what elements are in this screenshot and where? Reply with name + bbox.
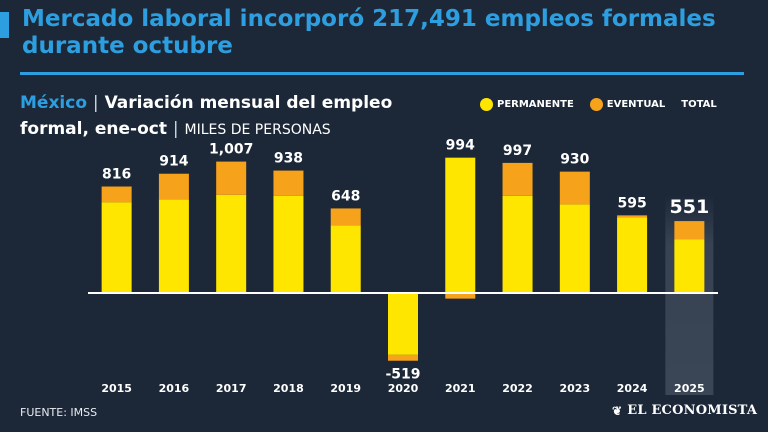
bar-permanent-2015 — [101, 202, 132, 293]
bar-permanent-2022 — [502, 195, 533, 293]
total-label-2018: 938 — [274, 151, 303, 167]
total-label-2024: 595 — [617, 195, 646, 211]
x-tick-label-2025: 2025 — [674, 382, 705, 395]
legend-item-permanent: PERMANENTE — [480, 98, 574, 111]
subtitle-title: Variación mensual del empleo formal, ene… — [20, 93, 393, 139]
bar-eventual-2021 — [445, 293, 476, 299]
chart-subtitle: México | Variación mensual del empleo fo… — [20, 90, 460, 143]
total-label-2015: 816 — [102, 167, 131, 183]
bar-permanent-2017 — [216, 194, 247, 293]
total-label-2017: 1,007 — [209, 142, 253, 158]
bar-permanent-2020 — [388, 293, 418, 355]
title-rule — [20, 72, 744, 75]
headline: Mercado laboral incorporó 217,491 empleo… — [22, 6, 716, 59]
leaf-icon: ❦ — [612, 403, 623, 418]
bar-eventual-2024 — [617, 215, 648, 218]
bar-permanent-2019 — [330, 225, 361, 293]
x-tick-label-2020: 2020 — [388, 382, 419, 395]
bar-eventual-2015 — [101, 186, 132, 203]
total-label-2025: 551 — [670, 196, 710, 218]
x-tick-label-2024: 2024 — [617, 382, 648, 395]
bar-permanent-2018 — [273, 195, 304, 293]
bar-eventual-2023 — [559, 171, 590, 205]
x-tick-label-2019: 2019 — [330, 382, 361, 395]
bar-permanent-2016 — [158, 199, 189, 293]
x-tick-label-2023: 2023 — [560, 382, 591, 395]
legend-dot-eventual-icon — [589, 98, 603, 111]
x-tick-label-2015: 2015 — [101, 382, 132, 395]
x-tick-label-2016: 2016 — [159, 382, 190, 395]
bar-eventual-2019 — [330, 208, 361, 226]
x-tick-label-2018: 2018 — [273, 382, 304, 395]
subtitle-separator: | — [92, 93, 99, 113]
legend-label-eventual: EVENTUAL — [606, 99, 666, 110]
total-label-2020: -519 — [385, 367, 420, 383]
total-label-2022: 997 — [503, 143, 532, 159]
total-label-2016: 914 — [159, 154, 188, 170]
x-tick-label-2021: 2021 — [445, 382, 476, 395]
legend-label-total: TOTAL — [681, 99, 717, 110]
bar-eventual-2016 — [158, 173, 189, 200]
bar-permanent-2024 — [617, 217, 648, 293]
bar-permanent-2023 — [559, 204, 590, 293]
chart-legend: PERMANENTE EVENTUAL TOTAL — [480, 98, 733, 111]
bar-eventual-2018 — [273, 170, 304, 196]
legend-item-eventual: EVENTUAL — [589, 98, 666, 111]
total-label-2019: 648 — [331, 188, 360, 204]
x-tick-label-2017: 2017 — [216, 382, 247, 395]
source-note: FUENTE: IMSS — [20, 406, 98, 419]
brand-logo: ❦ EL ECONOMISTA — [612, 403, 757, 418]
brand-name: EL ECONOMISTA — [627, 403, 758, 418]
subtitle-country: México — [20, 93, 87, 113]
title-accent-bar — [0, 12, 9, 38]
x-tick-label-2022: 2022 — [502, 382, 533, 395]
bar-eventual-2020 — [388, 354, 418, 361]
bar-permanent-2021 — [445, 157, 476, 293]
subtitle-separator-2: | — [172, 119, 179, 139]
legend-label-permanent: PERMANENTE — [497, 99, 574, 110]
legend-dot-permanent-icon — [480, 98, 493, 111]
bar-permanent-2025 — [674, 239, 705, 293]
legend-item-total: TOTAL — [681, 99, 716, 110]
total-label-2021: 994 — [446, 138, 475, 154]
total-label-2023: 930 — [560, 152, 589, 168]
subtitle-units: MILES DE PERSONAS — [184, 122, 331, 138]
bar-eventual-2022 — [502, 162, 533, 196]
bar-eventual-2017 — [216, 161, 247, 195]
bar-eventual-2025 — [674, 221, 705, 240]
